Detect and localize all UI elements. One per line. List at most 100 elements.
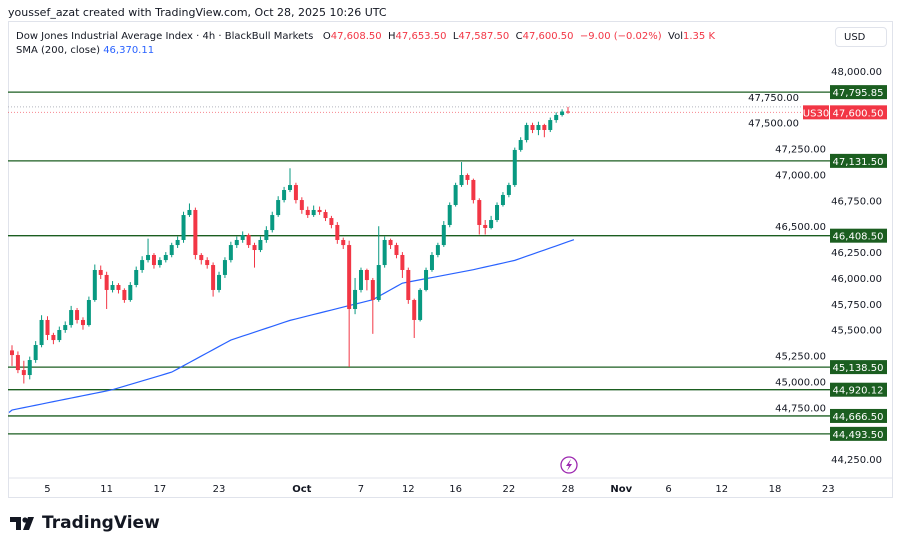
candle-body [382,239,387,266]
candle-body [92,269,97,301]
candle-body [560,111,565,115]
level-price-label: 44,493.50 [833,430,884,441]
candle-body [388,239,393,246]
change-value: −9.00 (−0.02%) [579,31,662,42]
tradingview-logo-icon [10,517,34,530]
sma-line [8,239,575,413]
low-label: L [452,31,459,42]
candle-body [240,235,245,240]
level-price-label: 45,138.50 [833,363,884,374]
candle-body [63,325,68,331]
candle-body [21,370,26,376]
x-tick-label: Nov [610,484,632,495]
candle-body [524,125,529,141]
level-price-tag [830,228,887,243]
candle-body [335,224,340,240]
candle-body [175,239,180,246]
candle-body [293,185,298,201]
level-price-tag [830,85,887,100]
x-tick-label: 23 [822,484,835,495]
candle-body [264,230,269,240]
x-tick-label: 18 [769,484,782,495]
candle-body [329,218,334,225]
candle-body [86,300,91,326]
level-price-tag [830,426,887,441]
candle-body [489,220,494,228]
currency-button[interactable]: USD [835,27,887,47]
candle-body [69,310,74,326]
logo-text: TradingView [42,513,160,533]
candle-body [27,360,32,376]
high-value: 47,653.50 [395,31,447,42]
candle-body [228,245,233,261]
low-value: 47,587.50 [458,31,510,42]
candle-body [435,245,440,255]
candle-body [217,274,222,290]
chart-pane[interactable] [8,21,893,498]
y-tick-label: 47,000.00 [775,170,826,181]
level-price-tag [830,153,887,168]
sma-label: SMA (200, close) [16,45,100,56]
candle-body [39,319,44,346]
chart-legend: Dow Jones Industrial Average Index · 4h … [16,30,715,58]
candle-body [376,265,381,301]
candle-body [542,125,547,130]
candle-body [51,334,56,341]
tradingview-logo[interactable]: TradingView [10,513,160,533]
x-tick-label: 22 [502,484,515,495]
candle-body [495,205,500,221]
x-tick-label: 28 [562,484,575,495]
x-tick-label: 12 [715,484,728,495]
volume-label: Vol [668,31,684,42]
x-tick-label: 5 [44,484,50,495]
candle-body [146,254,151,261]
candle-body [276,200,281,216]
level-price-label: 44,666.50 [833,412,884,423]
x-tick-label: Oct [292,484,311,495]
level-price-label: 47,795.85 [833,88,884,99]
x-tick-label: 7 [358,484,364,495]
y-tick-label: 45,000.00 [775,377,826,388]
candle-body [181,215,186,240]
candle-body [311,209,316,216]
x-tick-label: 11 [100,484,113,495]
candle-body [140,260,145,270]
y-tick-label: 47,500.00 [748,119,799,130]
candle-body [530,125,535,130]
sma-legend[interactable]: SMA (200, close) 46,370.11 [16,44,715,58]
x-tick-label: 17 [154,484,167,495]
y-tick-label: 47,250.00 [775,145,826,156]
y-tick-label: 46,250.00 [831,248,882,259]
last-price-label: 47,600.50 [833,108,884,119]
candle-body [169,245,174,255]
symbol-title: Dow Jones Industrial Average Index · 4h … [16,31,314,42]
candle-body [406,269,411,301]
candle-body [400,254,405,270]
y-tick-label: 48,000.00 [831,67,882,78]
close-label: C [515,31,523,42]
candle-body [471,179,476,201]
x-tick-label: 6 [665,484,671,495]
candle-body [536,125,541,130]
candle-body [364,269,369,281]
y-tick-label: 47,750.00 [748,93,799,104]
candle-body [512,149,517,186]
x-tick-label: 16 [449,484,462,495]
candle-body [429,254,434,270]
candle-body [211,265,216,290]
candle-body [57,330,62,341]
close-value: 47,600.50 [522,31,574,42]
candle-body [370,280,375,301]
attribution: youssef_azat created with TradingView.co… [8,6,387,19]
x-tick-label: 12 [402,484,415,495]
candle-body [465,174,470,180]
candle-body [412,300,417,320]
candle-body [98,269,103,275]
candle-body [323,212,328,219]
candle-body [193,209,198,255]
volume-value: 1.35 K [683,31,716,42]
sma-value: 46,370.11 [103,45,155,56]
level-price-tag [830,382,887,397]
candle-body [270,215,275,231]
